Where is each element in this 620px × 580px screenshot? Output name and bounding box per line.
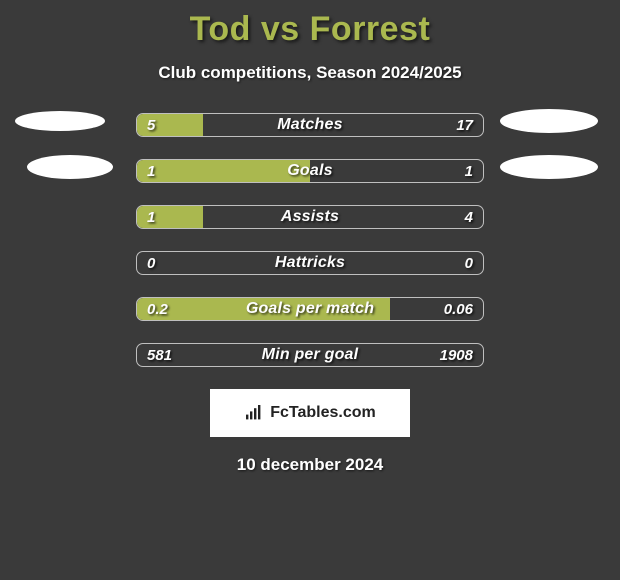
page-title: Tod vs Forrest [190,10,431,49]
stat-right-value: 4 [465,206,473,228]
player-a-ellipse-1 [15,111,105,131]
stat-bars: 5 Matches 17 1 Goals 1 1 Assists 4 0 Hat… [0,113,620,367]
stat-right-value: 0.06 [444,298,473,320]
stat-bar-goals-per-match: 0.2 Goals per match 0.06 [136,297,484,321]
stat-bar-goals: 1 Goals 1 [136,159,484,183]
stat-label: Goals per match [137,298,483,320]
stat-label: Hattricks [137,252,483,274]
bars-icon [244,405,264,421]
stat-right-value: 1908 [440,344,473,366]
stat-label: Goals [137,160,483,182]
stat-right-value: 0 [465,252,473,274]
comparison-infographic: Tod vs Forrest Club competitions, Season… [0,0,620,475]
stat-bar-assists: 1 Assists 4 [136,205,484,229]
player-b-ellipse-2 [500,155,598,179]
stat-right-value: 1 [465,160,473,182]
brand-badge: FcTables.com [210,389,410,437]
brand-text: FcTables.com [270,404,376,422]
date-text: 10 december 2024 [237,455,384,475]
stat-label: Assists [137,206,483,228]
stat-bar-matches: 5 Matches 17 [136,113,484,137]
stat-label: Min per goal [137,344,483,366]
stat-right-value: 17 [456,114,473,136]
page-subtitle: Club competitions, Season 2024/2025 [158,63,461,83]
player-a-ellipse-2 [27,155,113,179]
stat-bar-min-per-goal: 581 Min per goal 1908 [136,343,484,367]
stat-label: Matches [137,114,483,136]
stat-bar-hattricks: 0 Hattricks 0 [136,251,484,275]
player-b-ellipse-1 [500,109,598,133]
